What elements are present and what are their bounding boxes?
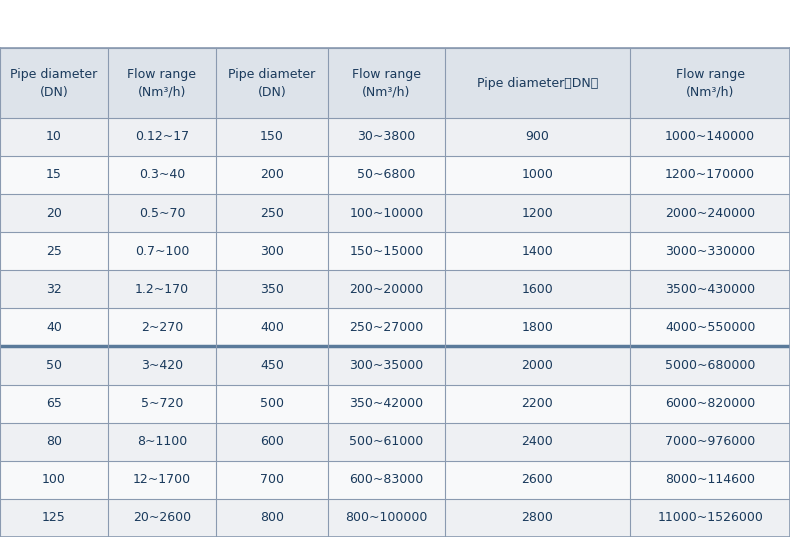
Text: 300~35000: 300~35000	[349, 359, 423, 372]
Text: 300: 300	[260, 245, 284, 258]
Text: Pipe diameter（DN）: Pipe diameter（DN）	[477, 77, 598, 90]
Text: 500: 500	[260, 397, 284, 410]
Text: 250: 250	[260, 207, 284, 220]
Text: 1400: 1400	[521, 245, 553, 258]
Text: 2800: 2800	[521, 511, 554, 525]
Text: Flow range
(Nm³/h): Flow range (Nm³/h)	[675, 68, 745, 98]
Text: 350: 350	[260, 283, 284, 296]
Bar	[0, 346, 790, 384]
Text: 400: 400	[260, 321, 284, 334]
Text: 0.7~100: 0.7~100	[135, 245, 189, 258]
Text: 1000~140000: 1000~140000	[665, 130, 755, 143]
Bar	[0, 423, 790, 461]
Text: 700: 700	[260, 473, 284, 487]
Text: 8~1100: 8~1100	[137, 435, 187, 448]
Bar	[0, 194, 790, 232]
Text: 150~15000: 150~15000	[349, 245, 423, 258]
Text: Flow range
(Nm³/h): Flow range (Nm³/h)	[352, 68, 421, 98]
Text: 6000~820000: 6000~820000	[665, 397, 755, 410]
Text: 500~61000: 500~61000	[349, 435, 423, 448]
Text: 200~20000: 200~20000	[349, 283, 423, 296]
Text: Pipe diameter
(DN): Pipe diameter (DN)	[10, 68, 98, 98]
Text: Reference flow range: Reference flow range	[9, 12, 227, 30]
Text: 20~2600: 20~2600	[133, 511, 191, 525]
Text: 1200~170000: 1200~170000	[665, 169, 755, 182]
Text: 600: 600	[260, 435, 284, 448]
Text: 3000~330000: 3000~330000	[665, 245, 755, 258]
Text: 4000~550000: 4000~550000	[665, 321, 755, 334]
Text: 50: 50	[46, 359, 62, 372]
Text: 80: 80	[46, 435, 62, 448]
Text: 600~83000: 600~83000	[349, 473, 423, 487]
Text: 50~6800: 50~6800	[357, 169, 416, 182]
Bar	[0, 461, 790, 499]
Text: 2200: 2200	[521, 397, 553, 410]
Text: 800~100000: 800~100000	[345, 511, 427, 525]
Text: 3500~430000: 3500~430000	[665, 283, 755, 296]
Text: 450: 450	[260, 359, 284, 372]
Text: 2000~240000: 2000~240000	[665, 207, 755, 220]
Bar	[0, 270, 790, 308]
Text: 1000: 1000	[521, 169, 554, 182]
Text: 0.12~17: 0.12~17	[135, 130, 189, 143]
Text: 1800: 1800	[521, 321, 554, 334]
Bar	[0, 308, 790, 346]
Bar	[0, 384, 790, 423]
Text: 2000: 2000	[521, 359, 554, 372]
Text: 125: 125	[42, 511, 66, 525]
Text: 0.3~40: 0.3~40	[139, 169, 185, 182]
Text: 2400: 2400	[521, 435, 553, 448]
Bar	[0, 499, 790, 537]
Text: 15: 15	[46, 169, 62, 182]
Text: 1600: 1600	[521, 283, 553, 296]
Text: 350~42000: 350~42000	[349, 397, 423, 410]
Text: 100~10000: 100~10000	[349, 207, 423, 220]
Text: 20: 20	[46, 207, 62, 220]
Text: 800: 800	[260, 511, 284, 525]
Text: 8000~114600: 8000~114600	[665, 473, 755, 487]
Text: 40: 40	[46, 321, 62, 334]
Text: Flow range
(Nm³/h): Flow range (Nm³/h)	[127, 68, 197, 98]
Text: 250~27000: 250~27000	[349, 321, 423, 334]
Text: 2~270: 2~270	[141, 321, 183, 334]
Bar	[0, 118, 790, 156]
Text: 30~3800: 30~3800	[357, 130, 416, 143]
Text: 32: 32	[46, 283, 62, 296]
Text: 2600: 2600	[521, 473, 553, 487]
Bar	[0, 232, 790, 270]
Text: 12~1700: 12~1700	[133, 473, 191, 487]
Text: 11000~1526000: 11000~1526000	[657, 511, 763, 525]
Text: 5~720: 5~720	[141, 397, 183, 410]
Text: 1200: 1200	[521, 207, 553, 220]
Text: 900: 900	[525, 130, 549, 143]
Text: 5000~680000: 5000~680000	[665, 359, 755, 372]
Text: 150: 150	[260, 130, 284, 143]
Text: 3~420: 3~420	[141, 359, 183, 372]
Bar	[0, 48, 790, 118]
Text: 200: 200	[260, 169, 284, 182]
Text: 7000~976000: 7000~976000	[665, 435, 755, 448]
Text: 65: 65	[46, 397, 62, 410]
Text: 100: 100	[42, 473, 66, 487]
Bar	[0, 156, 790, 194]
Text: Pipe diameter
(DN): Pipe diameter (DN)	[228, 68, 315, 98]
Text: 1.2~170: 1.2~170	[135, 283, 189, 296]
Text: 25: 25	[46, 245, 62, 258]
Text: 10: 10	[46, 130, 62, 143]
Text: 0.5~70: 0.5~70	[138, 207, 185, 220]
